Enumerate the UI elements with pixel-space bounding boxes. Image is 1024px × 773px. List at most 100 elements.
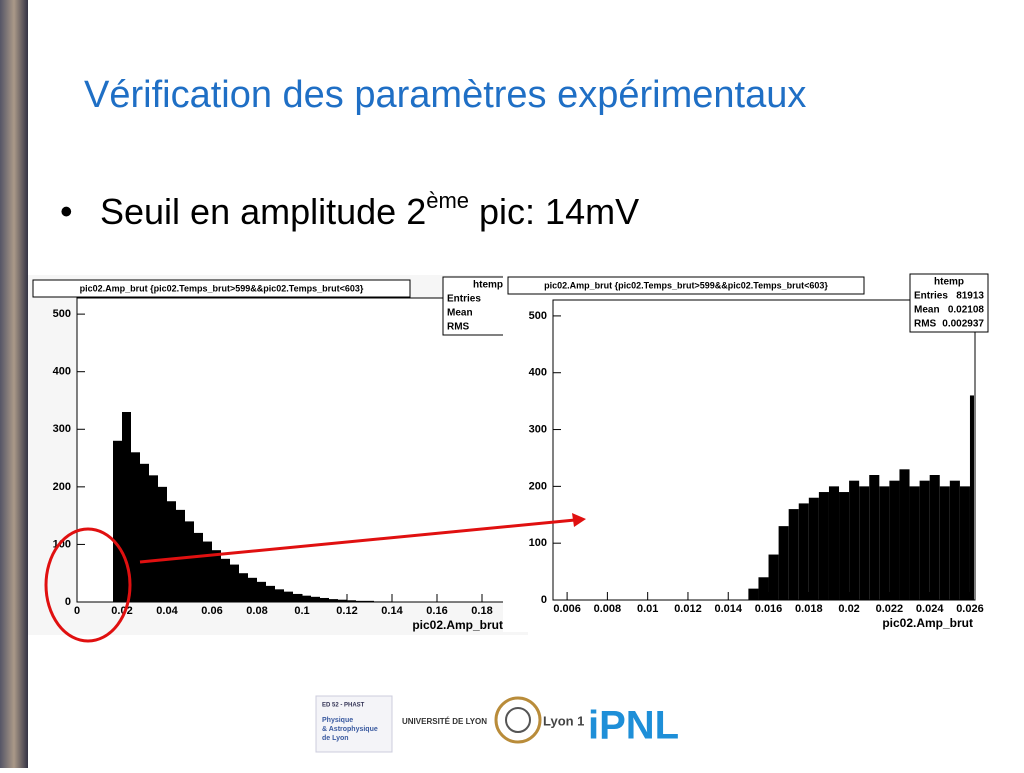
bar: [176, 509, 185, 602]
bar: [194, 532, 203, 602]
highlight-circle: [44, 527, 132, 643]
bar: [158, 486, 167, 602]
bar: [113, 440, 122, 602]
bar: [230, 564, 239, 602]
bar: [919, 480, 930, 600]
bar: [788, 509, 799, 600]
logos: ED 52 - PHAST Physique & Astrophysique d…: [315, 695, 679, 753]
bar: [338, 599, 347, 602]
bullet-sup: ème: [426, 188, 469, 213]
x-tick-label: 0: [74, 605, 80, 617]
bar: [266, 585, 275, 602]
stats-label: Mean: [447, 308, 473, 319]
stats-label: Mean: [914, 305, 940, 316]
x-tick-label: 0.14: [381, 605, 403, 617]
y-tick-label: 500: [53, 308, 71, 320]
bar: [959, 486, 970, 600]
bar: [347, 600, 356, 602]
y-tick-label: 300: [529, 423, 547, 435]
x-tick-label: 0.16: [426, 605, 447, 617]
arrow-head: [572, 513, 586, 527]
bar: [748, 588, 759, 600]
lyon1-logo-inner: [505, 707, 531, 733]
bar: [909, 486, 920, 600]
x-tick-label: 0.018: [795, 603, 823, 615]
x-tick-label: 0.006: [553, 603, 581, 615]
bar: [383, 601, 392, 602]
y-tick-label: 400: [53, 366, 71, 378]
bar: [889, 480, 900, 600]
bar: [839, 492, 850, 600]
x-tick-label: 0.022: [876, 603, 904, 615]
stats-label: RMS: [914, 319, 937, 330]
bar: [969, 395, 974, 600]
chart-title: pic02.Amp_brut {pic02.Temps_brut>599&&pi…: [80, 283, 364, 293]
stats-value: 0.002937: [942, 319, 984, 330]
x-tick-label: 0.12: [336, 605, 357, 617]
stats-label: Entries: [914, 291, 948, 302]
x-tick-label: 0.08: [246, 605, 267, 617]
title-box: [32, 279, 411, 298]
logo-text: UNIVERSITÉ DE LYON: [402, 717, 487, 726]
stats-label: Entries: [447, 294, 481, 305]
bar: [798, 503, 809, 600]
stats-value: 81913: [956, 291, 984, 302]
bar: [149, 475, 158, 602]
x-tick-label: 0.06: [201, 605, 222, 617]
bar: [879, 486, 890, 600]
bar: [167, 501, 176, 602]
bar: [778, 526, 789, 600]
phast-logo: [315, 695, 393, 753]
bar: [248, 577, 257, 602]
bar: [939, 486, 950, 600]
x-tick-label: 0.012: [674, 603, 702, 615]
bullet-rest: pic: 14mV: [469, 191, 639, 232]
x-tick-label: 0.18: [471, 605, 492, 617]
bar: [356, 600, 365, 602]
bullet: Seuil en amplitude 2ème pic: 14mV: [100, 188, 639, 232]
charts: 0 100 200 300 400 500 0 0.02 0.04 0.06 0.08 0.1 0.12…: [28, 272, 990, 635]
bar: [374, 601, 383, 602]
logo-text: ED 52 - PHAST: [322, 703, 365, 709]
bar: [311, 596, 320, 602]
x-tick-label: 0.016: [755, 603, 783, 615]
x-tick-label: 0.04: [156, 605, 178, 617]
y-tick-label: 0: [65, 596, 71, 608]
x-tick-label: 0.026: [956, 603, 984, 615]
y-tick-label: 100: [529, 537, 547, 549]
bar: [758, 577, 769, 600]
bar: [818, 492, 829, 600]
bar: [131, 452, 140, 602]
x-tick-label: 0.01: [637, 603, 658, 615]
stats-box: [909, 273, 989, 333]
bar: [203, 541, 212, 602]
bar: [185, 521, 194, 602]
bar: [808, 497, 819, 600]
x-tick-label: 0.02: [838, 603, 859, 615]
x-axis-label: pic02.Amp_brut: [412, 618, 503, 632]
bar: [849, 480, 860, 600]
y-tick-label: 200: [53, 481, 71, 493]
annotations: [44, 513, 586, 643]
slide-title: Vérification des paramètres expérimentau…: [84, 74, 806, 116]
bar: [899, 469, 910, 600]
bullet-text: Seuil en amplitude 2: [100, 191, 426, 232]
bar: [284, 591, 293, 602]
x-tick-label: 0.008: [594, 603, 622, 615]
y-tick-label: 300: [53, 423, 71, 435]
bar: [365, 600, 374, 602]
bar: [122, 412, 131, 602]
lyon1-logo: [494, 696, 542, 744]
title-box: [507, 276, 865, 295]
y-tick-label: 500: [529, 310, 547, 322]
side-photo: [0, 0, 28, 768]
y-tick-label: 200: [529, 480, 547, 492]
ipnl-logo: iPNL: [588, 704, 679, 748]
bar: [768, 554, 779, 600]
chart-title: pic02.Amp_brut {pic02.Temps_brut>599&&pi…: [544, 280, 828, 290]
x-tick-label: 0.024: [916, 603, 944, 615]
bar: [302, 595, 311, 602]
logo-text: & Astrophysique: [322, 726, 378, 733]
